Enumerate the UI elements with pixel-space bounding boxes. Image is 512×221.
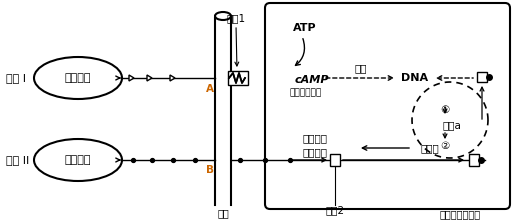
Text: ②: ② [440,141,450,151]
Bar [477,72,487,82]
Text: ATP: ATP [293,23,317,33]
Text: B: B [206,165,214,175]
Text: A: A [206,84,214,94]
Text: 特殊功能: 特殊功能 [303,147,328,157]
Text: 机制 II: 机制 II [6,155,29,165]
Bar [330,154,340,166]
Polygon shape [129,75,134,81]
Text: 蛋白质: 蛋白质 [421,143,439,153]
Text: ①: ① [440,105,450,115]
Polygon shape [170,75,175,81]
Text: cAMP: cAMP [295,75,330,85]
Text: DNA: DNA [401,73,429,83]
Text: 物质a: 物质a [442,120,461,130]
Text: 血管: 血管 [217,208,229,218]
Text: 靶细胞的细胞膜: 靶细胞的细胞膜 [439,209,481,219]
Ellipse shape [34,139,122,181]
Polygon shape [147,75,152,81]
Text: 受体2: 受体2 [326,205,345,215]
Text: 激活细胞: 激活细胞 [303,133,328,143]
Text: 受体1: 受体1 [226,13,246,23]
Text: 内分泄腔: 内分泄腔 [65,155,91,165]
Bar [228,71,248,85]
Text: 影响: 影响 [355,63,367,73]
FancyBboxPatch shape [265,3,510,209]
Ellipse shape [34,57,122,99]
Text: 机制 I: 机制 I [6,73,26,83]
Ellipse shape [215,12,231,20]
Text: 内分泄腔: 内分泄腔 [65,73,91,83]
Bar [469,154,479,166]
Text: （第二信使）: （第二信使） [290,88,322,97]
